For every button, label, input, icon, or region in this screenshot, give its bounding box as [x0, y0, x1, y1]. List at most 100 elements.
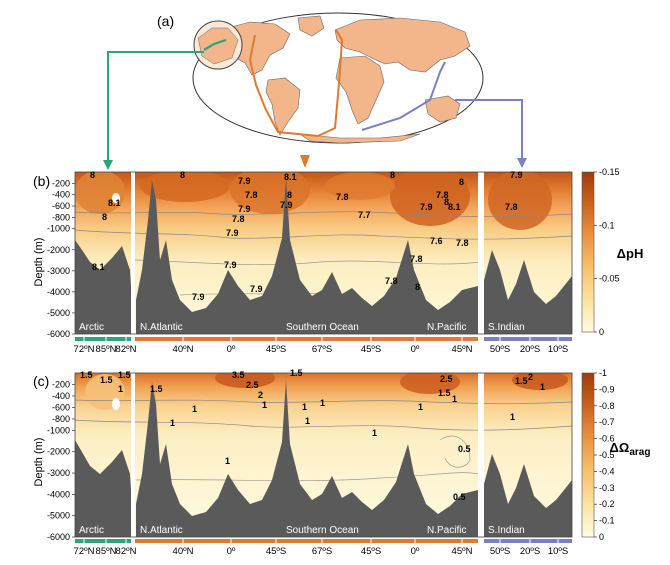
contour-label: 1.5	[150, 384, 163, 394]
colorbar-c	[581, 372, 595, 538]
contour-label: 1.5	[118, 370, 131, 380]
panel-label-b: (b)	[33, 173, 50, 189]
seafloor-c	[75, 440, 134, 537]
depth-ticks-b: -200 -400-600-800 -1000 -2000 -3000 -4000 -500…	[47, 178, 75, 339]
contour-label: 1.5	[100, 375, 113, 385]
x-tick-label: 45ºS	[266, 546, 286, 557]
x-tick-label: 10ºS	[548, 546, 568, 557]
contour-label: 7.8	[336, 192, 349, 202]
depth-tick-label: -400	[52, 391, 70, 401]
colorbar-tick-label: -0.7	[599, 417, 615, 427]
contour-labels-b: 88.188.187.97.87.97.87.97.97.97.98.187.9…	[90, 170, 523, 302]
contour-label: 7.9	[226, 228, 239, 238]
contour-label: 8	[287, 190, 292, 200]
contour-label: 1	[452, 394, 457, 404]
section-label-southern-c: Southern Ocean	[286, 525, 359, 536]
arrow-indian	[455, 99, 523, 160]
contour-label: 7.8	[436, 190, 449, 200]
contour-label: 7.8	[505, 202, 518, 212]
x-tick-label: 45ºN	[452, 344, 473, 355]
contour-label: 7.9	[250, 284, 263, 294]
x-tick-label: 20ºS	[520, 344, 540, 355]
x-tick-label: 82ºN	[116, 546, 137, 557]
section-label-sindian-c: S.Indian	[488, 525, 525, 536]
contour-label: 1	[262, 400, 267, 410]
x-tick-label: 72ºN	[74, 546, 95, 557]
contour-label: 1	[118, 384, 123, 394]
contour-label: 8	[102, 212, 107, 222]
section-label-arctic-c: Arctic	[79, 525, 104, 536]
contour-label: 7.8	[410, 254, 423, 264]
depth-tick-label: -1000	[47, 425, 70, 435]
x-ticks-c: 72ºN 85ºN 82ºN 40ºN 0º 45ºS 67ºS 45ºS 0º 45ºN 50ºS…	[74, 539, 568, 557]
x-tick-label: 0º	[411, 344, 420, 355]
section-field-b	[75, 172, 572, 334]
transect-track-b	[75, 337, 572, 341]
contour-label: 7.8	[232, 214, 245, 224]
contour-label: 7.9	[238, 204, 251, 214]
arrow-arctic	[107, 51, 204, 162]
colorbar-b	[581, 171, 595, 333]
contour-label: 7.9	[510, 170, 523, 180]
land-africa	[335, 55, 385, 125]
contour-label: 2.5	[440, 374, 453, 384]
arrow-indian-head	[517, 158, 527, 168]
colorbar-tick-label: -0.9	[599, 384, 615, 394]
contour-label: 1	[418, 402, 423, 412]
contour-label: 8	[459, 177, 464, 187]
contour-labels-c: 1.5 1.511.51.513.52.521.51 1 1111112.51.510…	[80, 368, 545, 502]
x-ticks-b: 72ºN 85ºN 82ºN 40ºN 0º 45ºS 67ºS 45ºS 0º 45ºN 50ºS…	[74, 337, 568, 355]
contour-label: 7.9	[192, 292, 205, 302]
land-south-america	[265, 77, 301, 136]
contour-label: 8	[444, 197, 449, 207]
contour-label: 2	[258, 390, 263, 400]
land-australia	[424, 95, 461, 123]
arrow-atlantic-head	[300, 155, 310, 168]
contour-label: 1	[510, 412, 515, 422]
contour-label: 1	[170, 418, 175, 428]
depth-axis-label-c: Depth (m)	[33, 438, 45, 487]
contour-label: 7.7	[358, 210, 371, 220]
contour-label: 1	[372, 428, 377, 438]
section-label-natlantic-b: N.Atlantic	[140, 322, 183, 333]
arctic-transect	[203, 38, 227, 51]
x-tick-label: 20ºS	[520, 546, 540, 557]
section-label-southern-b: Southern Ocean	[286, 322, 359, 333]
colorbar-tick-label: -0.1	[599, 516, 615, 526]
depth-tick-label: -5000	[47, 511, 70, 521]
section-label-natlantic-c: N.Atlantic	[140, 525, 183, 536]
colorbar-tick-label: -0.5	[599, 450, 615, 460]
x-tick-label: 0º	[227, 344, 236, 355]
contour-label: 1.5	[80, 370, 93, 380]
indian-transect	[361, 61, 446, 131]
land-greenland	[297, 15, 325, 37]
depth-tick-label: -5000	[47, 308, 70, 318]
depth-tick-label: -600	[52, 402, 70, 412]
track-atlantic-southern-pacific	[135, 337, 478, 341]
contour-label: 7.6	[430, 236, 443, 246]
x-tick-label: 40ºN	[173, 344, 194, 355]
contour-label: 1.5	[515, 376, 528, 386]
contour-label: 7.8	[245, 190, 258, 200]
depth-tick-label: -6000	[47, 329, 70, 339]
contour-label: 1.5	[438, 388, 451, 398]
depth-tick-label: -400	[52, 190, 70, 200]
colorbar-label-b: ΔpH	[617, 246, 644, 261]
contour-label: 8.1	[92, 262, 105, 272]
x-tick-label: 45ºS	[361, 546, 381, 557]
colorbar-ticks-c: -1 -0.9 -0.8 -0.7 -0.6 -0.5 -0.4 -0.3 -0.2 -0.1 0	[594, 368, 615, 542]
depth-tick-label: -6000	[47, 532, 70, 542]
contour-label: 2	[528, 372, 533, 382]
contour-label: 1	[540, 382, 545, 392]
arrow-arctic-head	[103, 160, 113, 170]
section-label-npacific-b: N.Pacific	[427, 322, 466, 333]
section-label-arctic-b: Arctic	[79, 322, 104, 333]
depth-tick-label: -3000	[47, 266, 70, 276]
track-indian	[484, 337, 572, 341]
colorbar-tick-label: -0.8	[599, 401, 615, 411]
colorbar-tick-label: 0	[599, 532, 604, 542]
colorbar-tick-label: -0.05	[599, 274, 620, 284]
x-tick-label: 45ºS	[361, 344, 381, 355]
contour-label: 8	[90, 170, 95, 180]
